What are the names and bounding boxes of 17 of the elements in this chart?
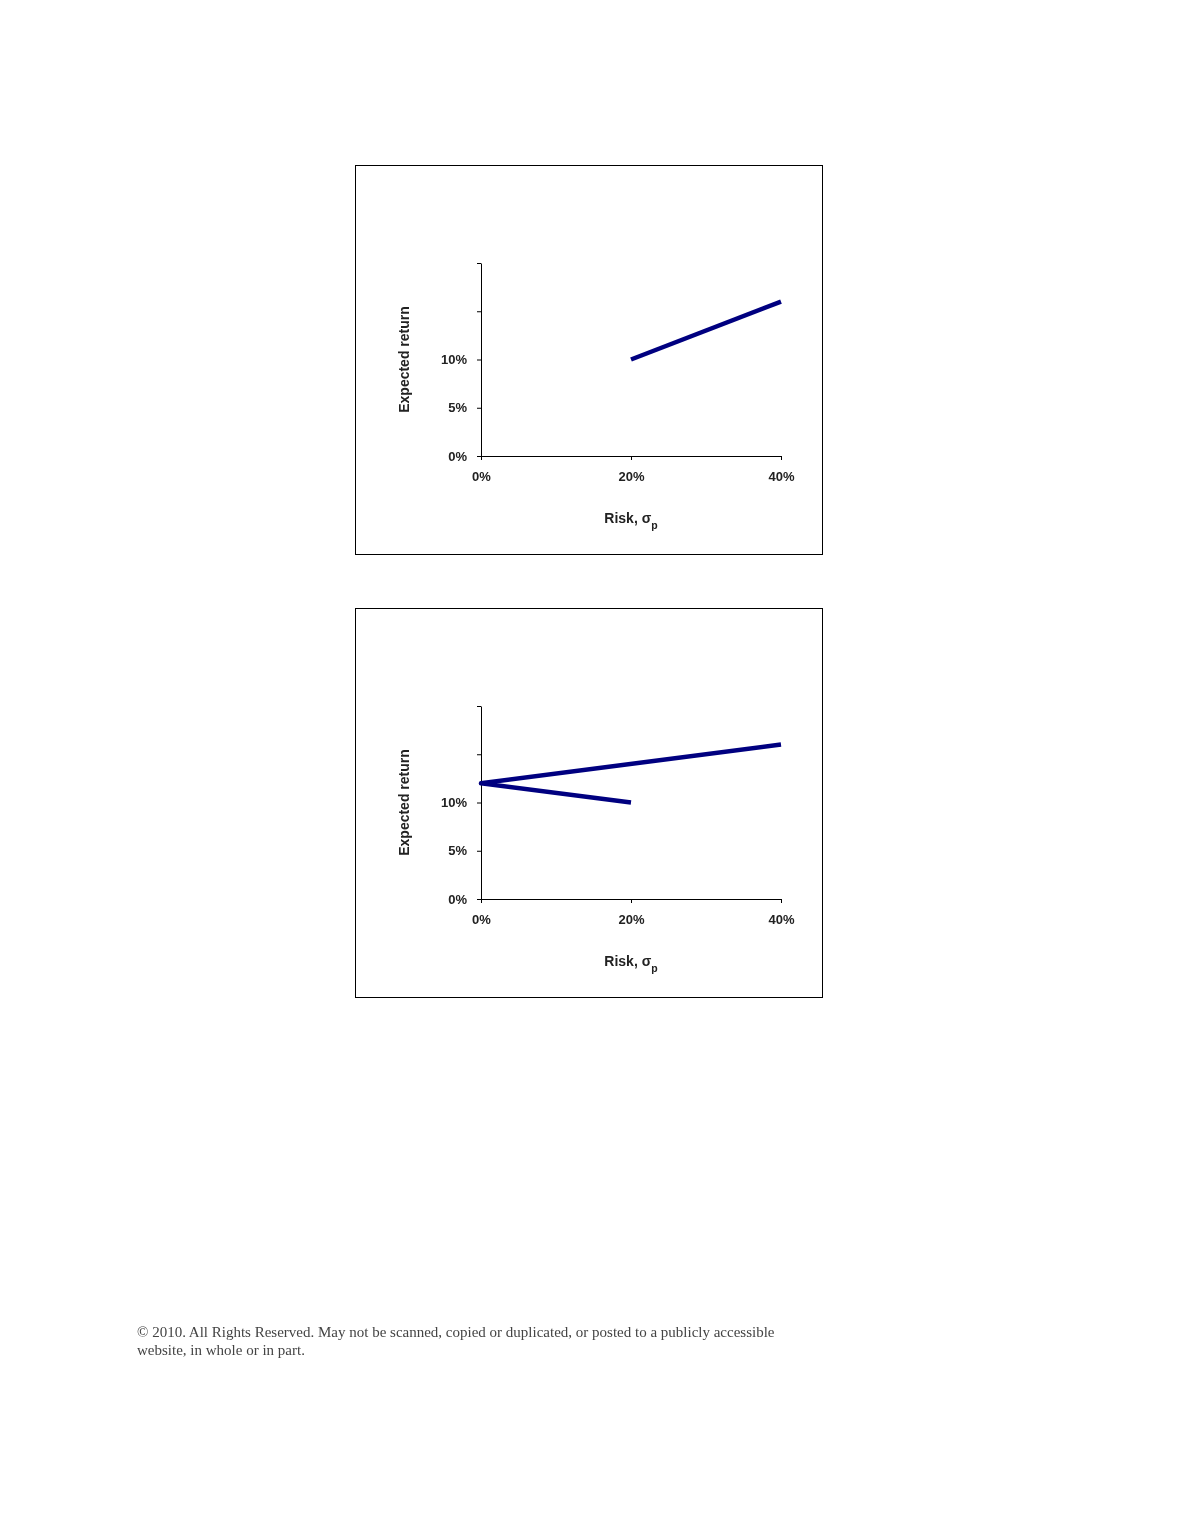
x-axis-title: Risk, σ$_{p}$ bbox=[604, 510, 658, 531]
y-tick-label: 5% bbox=[448, 400, 468, 416]
x-axis-title: Risk, σ$_{p}$ bbox=[604, 953, 658, 974]
x-tick-label: 20% bbox=[618, 912, 645, 928]
x-tick-label: 0% bbox=[472, 912, 492, 928]
y-tick-label: 10% bbox=[440, 795, 468, 811]
y-tick-label: 5% bbox=[448, 843, 468, 859]
y-tick-label: 0% bbox=[448, 891, 468, 907]
x-tick-label: 40% bbox=[768, 469, 795, 485]
x-tick-label: 40% bbox=[768, 912, 795, 928]
y-tick-label: 10% bbox=[440, 352, 468, 368]
x-tick-label: 0% bbox=[472, 469, 492, 485]
y-tick-label: 0% bbox=[448, 448, 468, 464]
x-tick-label: 20% bbox=[618, 469, 645, 485]
y-axis-title: Expected return bbox=[396, 306, 412, 413]
text: © 2010. All Rights Reserved. May not be scanned, copied or duplicated, or posted to a publicly accessible website, in whole or in part. bbox=[137, 1323, 776, 1359]
y-axis-title: Expected return bbox=[396, 749, 412, 856]
